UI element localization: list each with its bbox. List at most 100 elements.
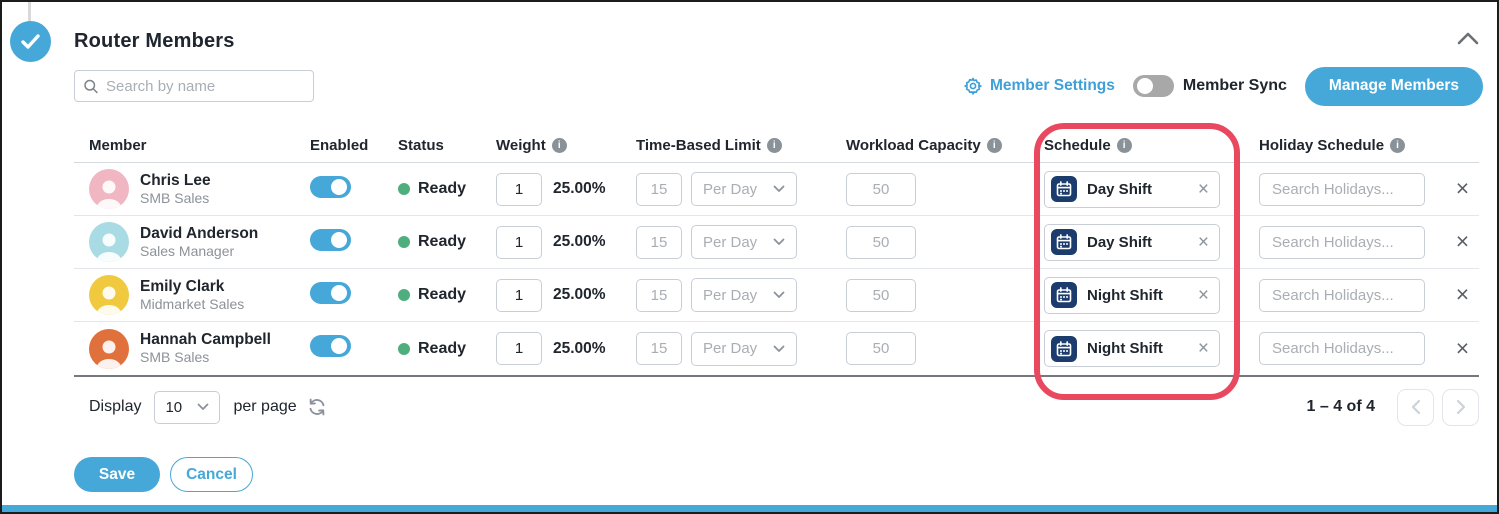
workload-capacity-input[interactable]: [846, 225, 916, 259]
schedule-info-icon[interactable]: i: [1116, 137, 1132, 153]
holiday-schedule-cell: [1259, 225, 1446, 259]
schedule-chip[interactable]: Night Shift ×: [1044, 330, 1220, 367]
manage-members-button[interactable]: Manage Members: [1304, 66, 1483, 106]
chevron-down-icon: [773, 238, 785, 245]
time-unit-select[interactable]: Per Day: [691, 278, 797, 312]
cancel-button[interactable]: Cancel: [170, 457, 253, 492]
remove-row-icon[interactable]: ×: [1455, 228, 1470, 254]
table-row: David Anderson Sales Manager Ready 25.00…: [74, 216, 1479, 269]
time-limit-input[interactable]: [636, 332, 682, 365]
remove-schedule-icon[interactable]: ×: [1197, 338, 1209, 359]
time-based-limit-info-icon[interactable]: i: [766, 137, 782, 153]
member-settings-label: Member Settings: [989, 77, 1115, 94]
holiday-schedule-input[interactable]: [1259, 172, 1425, 206]
schedule-chip[interactable]: Day Shift ×: [1044, 223, 1220, 261]
holiday-schedule-input[interactable]: [1259, 225, 1425, 259]
workload-capacity-cell: [846, 172, 1044, 206]
chevron-right-icon: [1456, 399, 1465, 415]
header-status: Status: [398, 136, 444, 154]
header-enabled: Enabled: [310, 136, 369, 154]
remove-row-icon[interactable]: ×: [1455, 281, 1470, 307]
remove-schedule-icon[interactable]: ×: [1197, 178, 1209, 200]
remove-row-icon[interactable]: ×: [1455, 175, 1470, 201]
time-unit-select[interactable]: Per Day: [691, 225, 797, 259]
page-size-value: 10: [165, 398, 183, 416]
enabled-toggle[interactable]: [310, 175, 351, 198]
refresh-icon[interactable]: [307, 397, 327, 417]
schedule-cell: Day Shift ×: [1044, 170, 1259, 208]
weight-input[interactable]: [496, 278, 542, 312]
schedule-value: Night Shift: [1087, 286, 1163, 304]
schedule-chip[interactable]: Night Shift ×: [1044, 276, 1220, 314]
holiday-schedule-input[interactable]: [1259, 278, 1425, 312]
time-limit-input[interactable]: [636, 172, 682, 206]
member-settings-link[interactable]: Member Settings: [963, 76, 1115, 96]
status-label: Ready: [418, 233, 467, 250]
weight-input[interactable]: [496, 332, 542, 365]
calendar-icon: [1051, 335, 1077, 362]
step-connector-line: [28, 2, 31, 24]
time-unit-value: Per Day: [703, 180, 758, 198]
workload-capacity-info-icon[interactable]: i: [986, 137, 1002, 153]
table-header-row: Member Enabled Status Weight i Time-Based…: [74, 128, 1479, 163]
schedule-value: Day Shift: [1087, 180, 1153, 198]
enabled-cell: [310, 335, 398, 362]
time-based-limit-cell: Per Day: [636, 225, 846, 259]
time-based-limit-cell: Per Day: [636, 172, 846, 206]
member-sync-label: Member Sync: [1182, 77, 1287, 94]
display-label: Display: [89, 398, 142, 415]
chevron-down-icon: [773, 291, 785, 298]
enabled-toggle[interactable]: [310, 281, 351, 304]
status-cell: Ready: [398, 340, 496, 358]
collapse-section-chevron-up-icon[interactable]: [1457, 32, 1481, 52]
member-name: David Anderson: [140, 224, 259, 242]
remove-member-cell: ×: [1446, 283, 1479, 307]
header-holiday-schedule: Holiday Schedule i: [1259, 137, 1446, 154]
weight-info-icon[interactable]: i: [551, 137, 567, 153]
time-unit-value: Per Day: [703, 340, 758, 357]
workload-capacity-input[interactable]: [846, 332, 916, 365]
weight-input[interactable]: [496, 172, 542, 206]
member-name: Emily Clark: [140, 277, 225, 295]
weight-percent: 25.00%: [553, 180, 606, 197]
table-row: Chris Lee SMB Sales Ready 25.00% Per Day: [74, 163, 1479, 216]
search-input[interactable]: [106, 77, 305, 95]
time-limit-input[interactable]: [636, 278, 682, 312]
weight-percent: 25.00%: [553, 286, 606, 303]
table-footer: Display 10 per page 1 – 4 of 4: [74, 388, 1479, 426]
remove-member-cell: ×: [1446, 230, 1479, 254]
previous-page-button[interactable]: [1397, 388, 1434, 426]
chevron-down-icon: [773, 185, 785, 192]
member-sync-toggle[interactable]: [1132, 75, 1174, 97]
time-limit-input[interactable]: [636, 225, 682, 259]
remove-row-icon[interactable]: ×: [1455, 334, 1470, 361]
time-unit-select[interactable]: Per Day: [691, 331, 797, 366]
holiday-schedule-info-icon[interactable]: i: [1390, 137, 1406, 153]
page-size-select[interactable]: 10: [154, 390, 221, 424]
status-ready-dot: [398, 183, 410, 195]
enabled-toggle[interactable]: [310, 228, 351, 251]
enabled-toggle[interactable]: [310, 335, 351, 357]
enabled-cell: [310, 175, 398, 203]
time-unit-value: Per Day: [703, 233, 758, 251]
next-page-button[interactable]: [1442, 388, 1479, 426]
workload-capacity-input[interactable]: [846, 172, 916, 206]
holiday-schedule-input[interactable]: [1259, 332, 1425, 365]
schedule-value: Night Shift: [1087, 340, 1163, 357]
table-row: Hannah Campbell SMB Sales Ready 25.00% P…: [74, 322, 1479, 375]
page-title: Router Members: [74, 30, 235, 52]
members-table: Member Enabled Status Weight i Time-Based…: [74, 128, 1479, 377]
weight-input[interactable]: [496, 225, 542, 259]
weight-cell: 25.00%: [496, 172, 636, 206]
workload-capacity-input[interactable]: [846, 278, 916, 312]
step-complete-check-icon: [10, 21, 51, 62]
remove-schedule-icon[interactable]: ×: [1197, 284, 1209, 306]
remove-schedule-icon[interactable]: ×: [1197, 231, 1209, 253]
save-button[interactable]: Save: [74, 457, 160, 492]
calendar-icon: [1051, 176, 1077, 202]
member-search[interactable]: [74, 70, 314, 102]
schedule-chip[interactable]: Day Shift ×: [1044, 170, 1220, 208]
member-name: Chris Lee: [140, 171, 211, 189]
time-unit-select[interactable]: Per Day: [691, 172, 797, 206]
